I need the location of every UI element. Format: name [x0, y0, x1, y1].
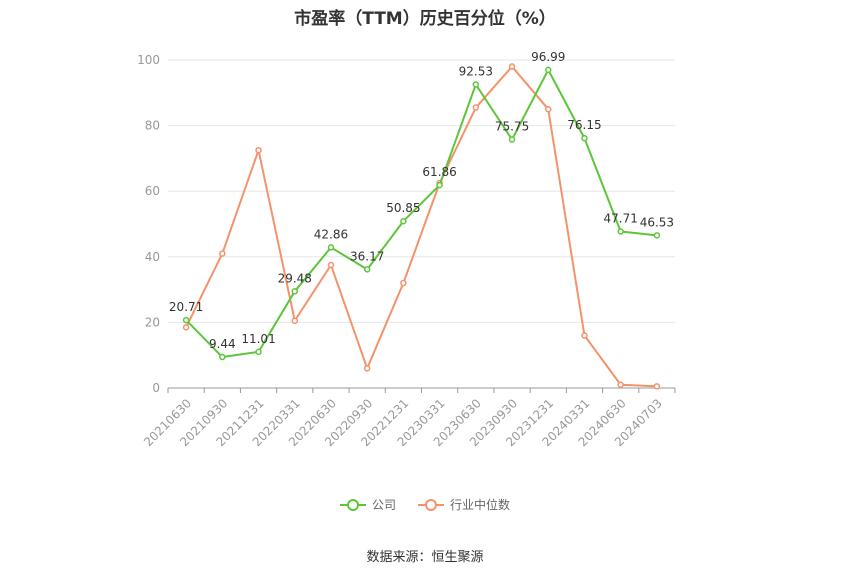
- data-label-company: 20.71: [169, 300, 203, 314]
- data-point-industry: [182, 324, 190, 331]
- legend-item-company[interactable]: 公司: [339, 496, 396, 513]
- data-label-company: 42.86: [314, 227, 348, 241]
- legend-label-company: 公司: [371, 498, 396, 512]
- legend-label-industry: 行业中位数: [450, 498, 511, 512]
- data-source: 数据来源：恒生聚源: [366, 550, 484, 565]
- data-point-industry: [472, 104, 480, 111]
- data-label-company: 47.71: [603, 212, 637, 226]
- y-tick-label: 0: [152, 381, 160, 395]
- data-point-industry: [363, 365, 371, 372]
- data-label-company: 11.01: [241, 332, 275, 346]
- y-tick-label: 20: [145, 315, 160, 329]
- data-point-company: [436, 181, 443, 189]
- data-point-company: [219, 353, 226, 361]
- data-point-company: [653, 232, 661, 239]
- data-label-company: 61.86: [422, 165, 456, 179]
- legend-marker-company: [339, 498, 366, 511]
- legend-marker-industry: [418, 498, 444, 511]
- data-label-company: 36.17: [350, 249, 384, 263]
- data-label-company: 75.75: [495, 120, 529, 134]
- data-label-company: 9.44: [209, 337, 236, 351]
- data-point-industry: [255, 146, 262, 154]
- x-axis: 2021063020210930202112312022033120220630…: [141, 387, 676, 449]
- data-point-company: [508, 136, 516, 143]
- data-point-company: [327, 244, 335, 251]
- data-point-company: [182, 316, 190, 324]
- data-point-industry: [219, 250, 226, 257]
- y-tick-label: 100: [137, 53, 160, 67]
- data-label-company: 76.15: [567, 118, 601, 132]
- data-point-company: [472, 81, 480, 88]
- series-group: [182, 63, 661, 390]
- data-point-company: [363, 266, 371, 273]
- data-point-industry: [545, 105, 552, 113]
- data-point-industry: [653, 383, 661, 390]
- data-point-industry: [508, 63, 516, 70]
- y-tick-label: 60: [145, 184, 160, 198]
- data-label-company: 50.85: [386, 201, 420, 215]
- data-point-industry: [327, 261, 335, 269]
- data-point-company: [400, 217, 407, 225]
- grid-lines: [168, 59, 675, 323]
- data-point-company: [545, 66, 552, 74]
- data-point-industry: [291, 317, 298, 325]
- series-line-company: [185, 68, 657, 359]
- data-point-company: [255, 348, 262, 356]
- chart-title: 市盈率（TTM）历史百分位（%）: [294, 9, 556, 29]
- data-label-company: 46.53: [640, 215, 674, 229]
- y-tick-label: 80: [145, 119, 160, 133]
- data-point-company: [617, 228, 624, 235]
- data-label-company: 29.48: [278, 271, 312, 285]
- data-label-company: 92.53: [459, 65, 493, 79]
- data-point-industry: [617, 381, 624, 388]
- legend: 公司 行业中位数: [0, 496, 850, 513]
- data-label-company: 96.99: [531, 50, 565, 64]
- data-point-company: [291, 288, 298, 295]
- data-point-industry: [581, 332, 588, 339]
- series-line-industry: [185, 65, 657, 388]
- data-point-industry: [400, 279, 407, 287]
- legend-item-industry[interactable]: 行业中位数: [418, 496, 510, 513]
- y-axis-ticks: 0 20 40 60 80 100: [137, 53, 160, 395]
- y-tick-label: 40: [145, 250, 160, 264]
- data-point-company: [581, 134, 588, 142]
